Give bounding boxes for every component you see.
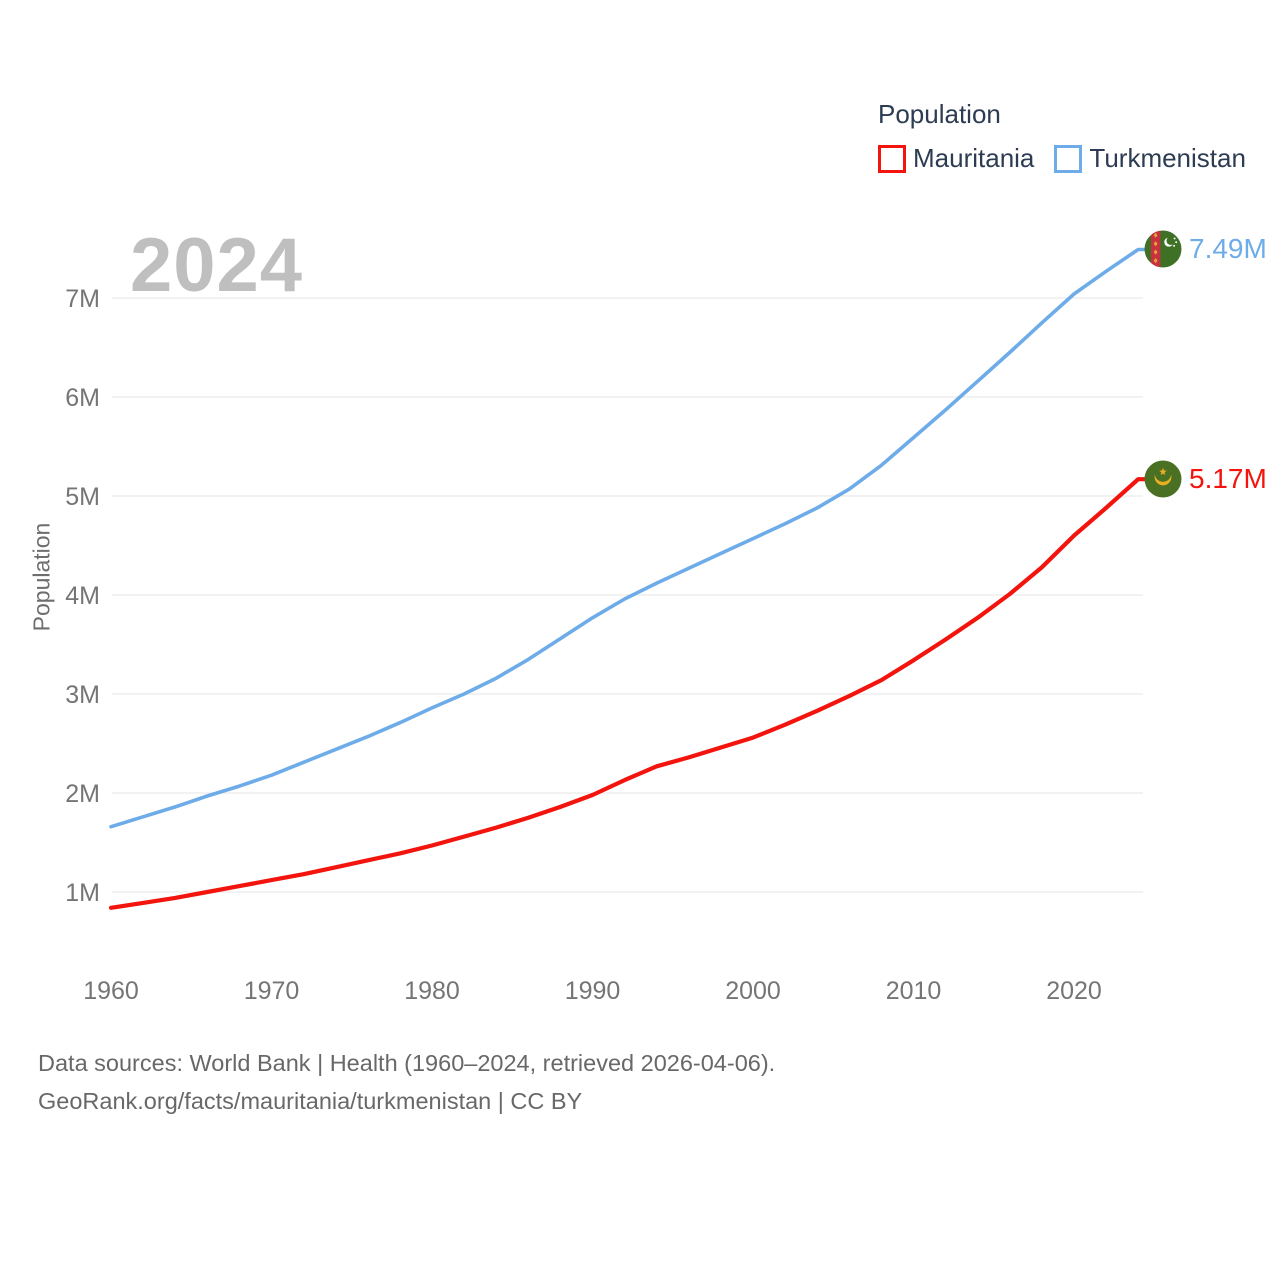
mauritania-flag-icon (1144, 460, 1182, 498)
y-axis-title: Population (28, 522, 55, 632)
x-tick-label: 1980 (404, 977, 460, 1005)
x-tick-label: 2010 (886, 977, 942, 1005)
legend-item-mauritania[interactable]: Mauritania (878, 143, 1034, 174)
y-tick-label: 5M (65, 483, 100, 511)
y-tick-label: 4M (65, 582, 100, 610)
y-tick-label: 7M (65, 285, 100, 313)
year-watermark: 2024 (130, 223, 304, 308)
x-tick-label: 1990 (565, 977, 621, 1005)
legend-item-turkmenistan[interactable]: Turkmenistan (1054, 143, 1246, 174)
x-tick-label: 2000 (725, 977, 781, 1005)
x-tick-label: 1970 (244, 977, 300, 1005)
legend: Population Mauritania Turkmenistan (878, 99, 1246, 174)
legend-items: Mauritania Turkmenistan (878, 143, 1246, 174)
georank-url-line: GeoRank.org/facts/mauritania/turkmenista… (38, 1088, 583, 1114)
end-value-label: 7.49M (1189, 233, 1267, 265)
series-end-label-turkmenistan: 7.49M (1144, 230, 1267, 268)
y-tick-label: 6M (65, 384, 100, 412)
attribution-footer: Data sources: World Bank | Health (1960–… (38, 1044, 775, 1120)
legend-item-label: Turkmenistan (1089, 143, 1246, 173)
y-tick-label: 1M (65, 879, 100, 907)
turkmenistan-flag-icon (1144, 231, 1182, 268)
series-end-label-mauritania: 5.17M (1144, 460, 1267, 498)
end-value-label: 5.17M (1189, 463, 1267, 495)
mauritania-swatch-icon (878, 144, 906, 173)
legend-title: Population (878, 99, 1001, 129)
turkmenistan-swatch-icon (1054, 144, 1083, 173)
x-tick-label: 2020 (1046, 977, 1102, 1005)
y-tick-label: 3M (65, 681, 100, 709)
y-tick-label: 2M (65, 780, 100, 808)
legend-item-label: Mauritania (913, 143, 1035, 173)
x-tick-label: 1960 (83, 977, 139, 1005)
series-line-mauritania[interactable] (108, 477, 1155, 910)
series-line-turkmenistan[interactable] (109, 247, 1154, 829)
data-sources-line: Data sources: World Bank | Health (1960–… (38, 1050, 776, 1076)
